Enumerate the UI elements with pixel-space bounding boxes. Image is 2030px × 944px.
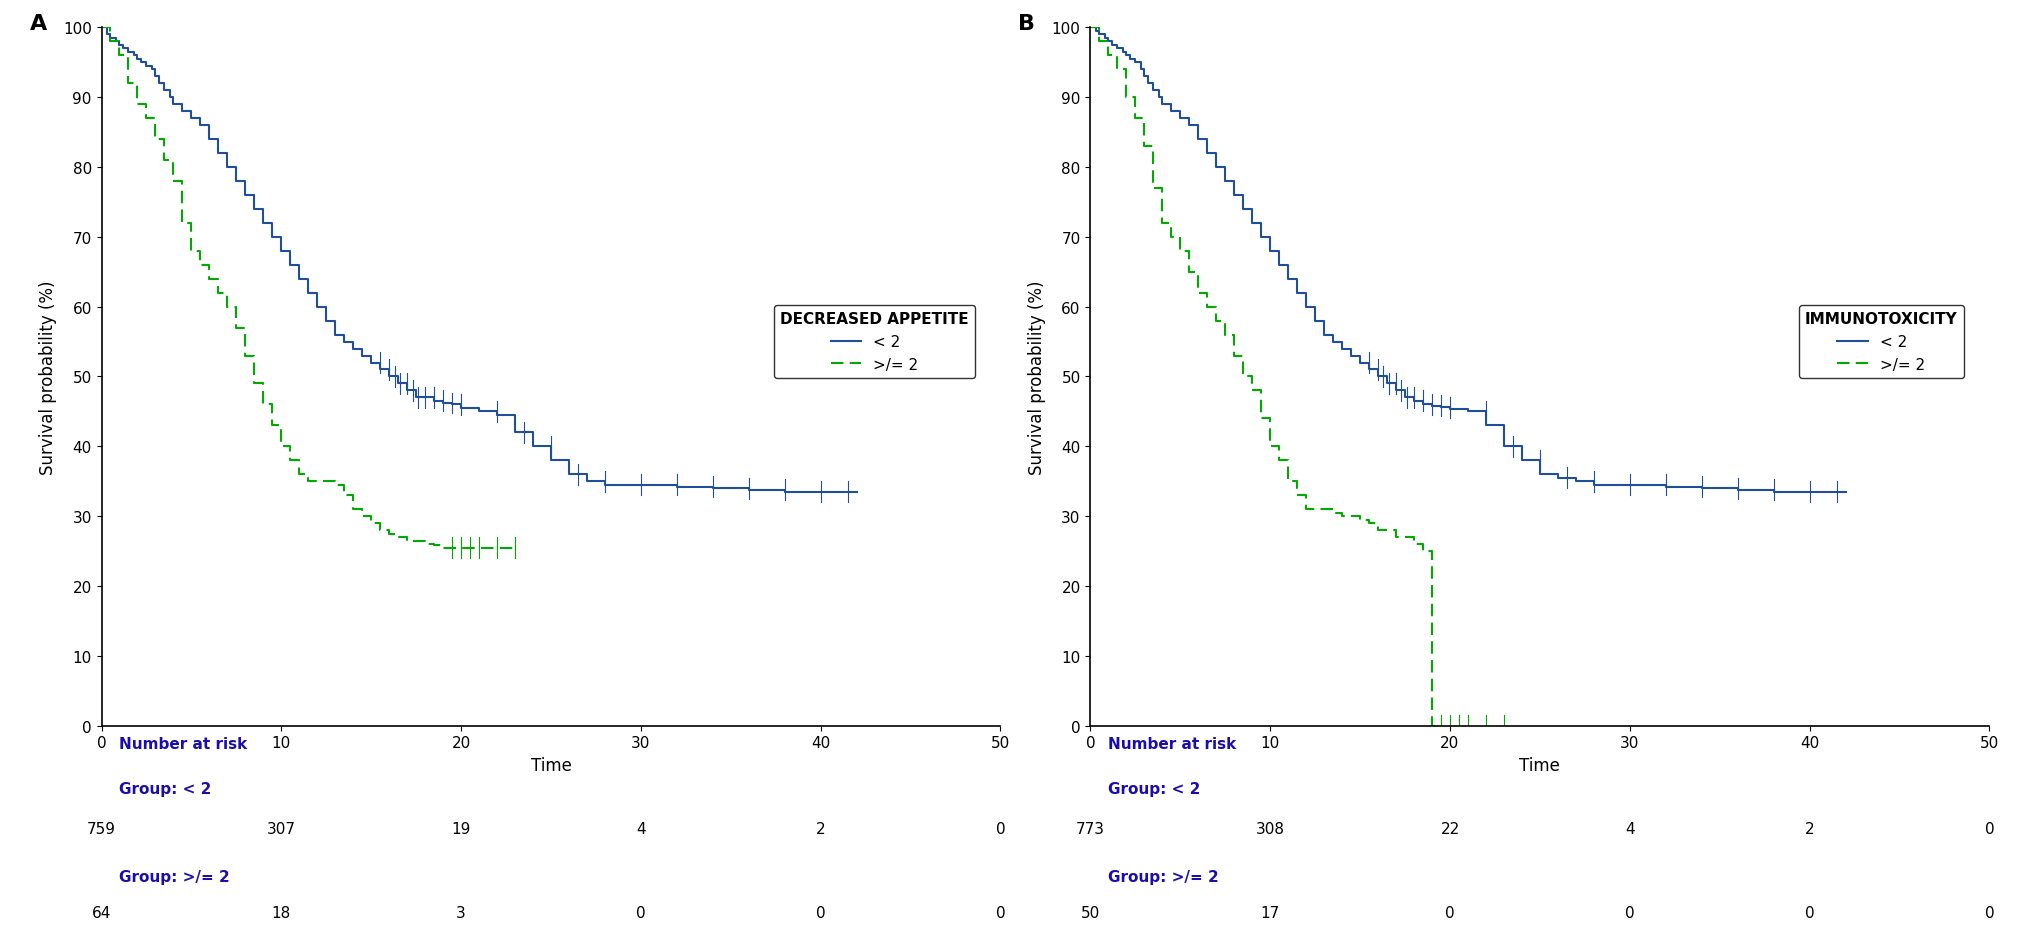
Text: 0: 0 [995,821,1005,836]
X-axis label: Time: Time [1520,756,1561,774]
Y-axis label: Survival probability (%): Survival probability (%) [39,280,57,474]
Text: 19: 19 [451,821,471,836]
X-axis label: Time: Time [530,756,570,774]
Text: Number at risk: Number at risk [120,735,248,750]
Text: 18: 18 [272,905,290,920]
Text: Group: < 2: Group: < 2 [1108,782,1202,797]
Text: 4: 4 [635,821,646,836]
Text: 0: 0 [635,905,646,920]
Text: 307: 307 [266,821,296,836]
Text: Group: < 2: Group: < 2 [120,782,211,797]
Text: 0: 0 [1445,905,1456,920]
Text: 17: 17 [1261,905,1279,920]
Text: 2: 2 [1805,821,1815,836]
Text: A: A [30,14,47,34]
Text: 759: 759 [87,821,116,836]
Text: Group: >/= 2: Group: >/= 2 [120,869,229,885]
Text: 3: 3 [457,905,467,920]
Text: 0: 0 [1624,905,1634,920]
Text: Group: >/= 2: Group: >/= 2 [1108,869,1220,885]
Text: 0: 0 [1805,905,1815,920]
Text: 0: 0 [816,905,826,920]
Legend: < 2, >/= 2: < 2, >/= 2 [1799,306,1963,379]
Text: 50: 50 [1080,905,1100,920]
Text: 0: 0 [1985,821,1993,836]
Text: 4: 4 [1624,821,1634,836]
Y-axis label: Survival probability (%): Survival probability (%) [1029,280,1045,474]
Text: 64: 64 [91,905,112,920]
Text: Number at risk: Number at risk [1108,735,1236,750]
Text: B: B [1019,14,1035,34]
Text: 2: 2 [816,821,826,836]
Text: 22: 22 [1441,821,1460,836]
Legend: < 2, >/= 2: < 2, >/= 2 [773,306,974,379]
Text: 308: 308 [1257,821,1285,836]
Text: 773: 773 [1076,821,1104,836]
Text: 0: 0 [1985,905,1993,920]
Text: 0: 0 [995,905,1005,920]
